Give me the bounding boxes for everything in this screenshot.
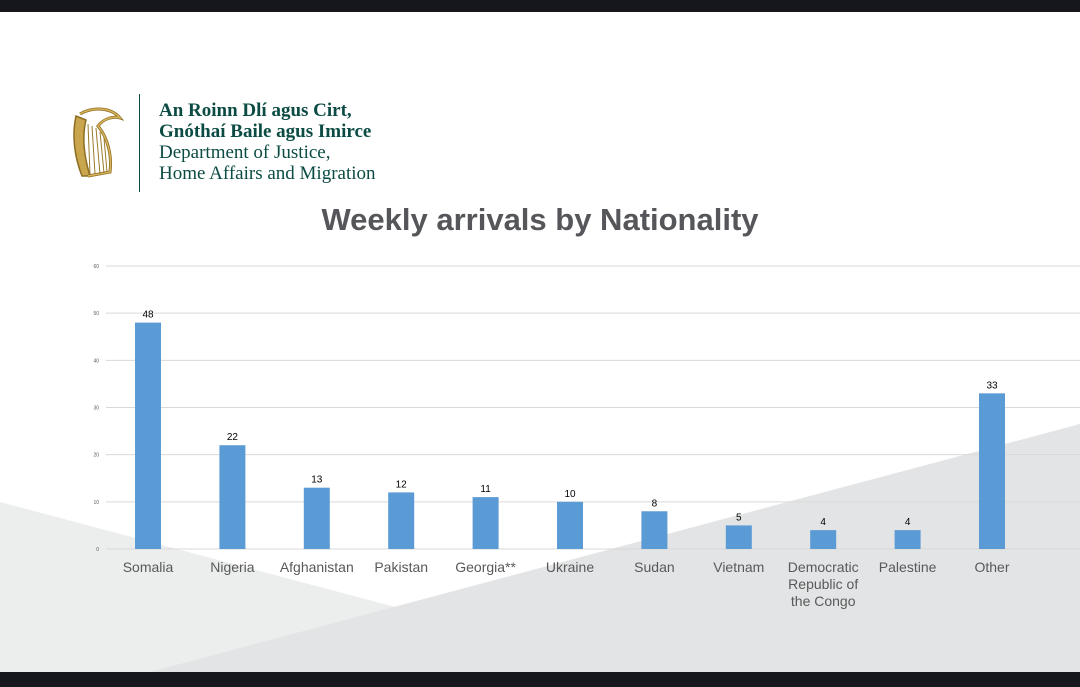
slide: An Roinn Dlí agus Cirt, Gnóthaí Baile ag… (0, 12, 1080, 672)
bar (725, 525, 752, 549)
bar (388, 492, 415, 549)
x-tick-label: Somalia (123, 559, 174, 575)
data-label: 4 (905, 517, 911, 528)
x-tick-label: Pakistan (374, 559, 428, 575)
bar-chart: 010203040506048Somalia22Nigeria13Afghani… (93, 264, 1080, 609)
bar (557, 501, 583, 549)
y-tick-label: 50 (93, 311, 99, 317)
y-tick-label: 40 (93, 358, 99, 364)
bar (641, 511, 668, 549)
data-label: 5 (736, 512, 742, 523)
logo-line-english-1: Department of Justice, (159, 142, 331, 163)
y-tick-label: 30 (93, 406, 99, 412)
bar (894, 530, 921, 549)
data-label: 8 (652, 498, 658, 509)
data-label: 11 (480, 484, 491, 495)
data-label: 10 (564, 489, 576, 500)
bar (810, 530, 837, 549)
bar (979, 393, 1005, 549)
y-tick-label: 0 (96, 547, 99, 553)
data-label: 48 (142, 310, 154, 321)
x-tick-label: Sudan (634, 559, 674, 575)
x-tick-label: Palestine (879, 559, 937, 575)
x-tick-label: Vietnam (713, 559, 764, 575)
harp-icon (73, 107, 124, 178)
background-wedge-right (150, 424, 1080, 672)
data-label: 12 (396, 479, 408, 490)
bar (135, 322, 161, 549)
bar (472, 497, 499, 549)
data-label: 4 (820, 517, 826, 528)
x-tick-label: Afghanistan (280, 559, 354, 575)
x-tick-label: Other (974, 559, 1009, 575)
data-label: 13 (311, 475, 323, 486)
data-label: 33 (986, 380, 998, 391)
logo-line-irish-2: Gnóthaí Baile agus Imirce (159, 121, 372, 142)
department-logo: An Roinn Dlí agus Cirt, Gnóthaí Baile ag… (68, 94, 428, 194)
logo-line-irish-1: An Roinn Dlí agus Cirt, (159, 100, 352, 121)
logo-divider (139, 94, 140, 192)
y-tick-label: 20 (93, 453, 99, 459)
data-label: 22 (227, 432, 239, 443)
logo-line-english-2: Home Affairs and Migration (159, 163, 376, 184)
x-tick-label: Ukraine (546, 559, 594, 575)
x-tick-label: Georgia** (455, 559, 516, 575)
logo-text: An Roinn Dlí agus Cirt, Gnóthaí Baile ag… (159, 100, 376, 184)
chart-title: Weekly arrivals by Nationality (321, 202, 759, 237)
x-tick-label: Nigeria (210, 559, 255, 575)
bar (303, 487, 330, 549)
x-tick-label: Democratic Republic of the Congo (788, 559, 859, 609)
y-tick-label: 10 (93, 500, 99, 506)
y-tick-label: 60 (93, 264, 99, 270)
bar (219, 445, 246, 549)
